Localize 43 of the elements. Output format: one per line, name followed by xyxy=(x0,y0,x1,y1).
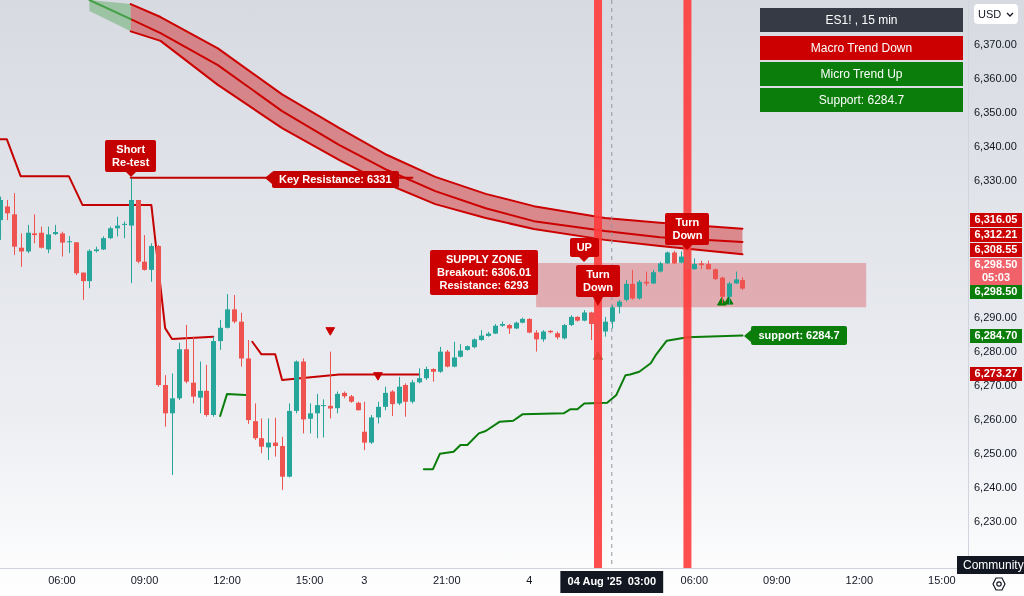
annotation: Community xyxy=(957,556,1024,574)
annotation: support: 6284.7 xyxy=(751,326,847,346)
y-tick-label: 6,230.00 xyxy=(974,515,1017,528)
y-tick-label: 6,260.00 xyxy=(974,412,1017,425)
y-tick-label: 6,240.00 xyxy=(974,480,1017,493)
annotation: Short Re-test xyxy=(105,140,157,173)
ref-line-label: 04 Aug '25 03:00 xyxy=(567,575,656,588)
text: 6,316.05 xyxy=(970,213,1022,227)
x-tick-label: 09:00 xyxy=(130,573,159,586)
info-box: Macro Trend Down xyxy=(760,36,963,60)
y-tick-label: 6,370.00 xyxy=(974,38,1017,51)
x-tick-label: 15:00 xyxy=(928,573,956,586)
text: 6,298.50 xyxy=(970,285,1022,299)
y-tick-label: 6,350.00 xyxy=(974,106,1017,119)
text: 6,298.50 05:03 xyxy=(970,258,1022,285)
annotation: Turn Down xyxy=(665,213,710,246)
x-tick-label: 15:00 xyxy=(295,573,324,586)
y-tick-label: 6,360.00 xyxy=(974,72,1017,85)
annotation: Turn Down xyxy=(576,264,620,297)
x-tick-label: 06:00 xyxy=(48,573,76,586)
header-box: ES1! , 15 min xyxy=(760,8,963,32)
x-tick-label: 3 xyxy=(361,573,368,586)
x-tick-label: 21:00 xyxy=(432,573,461,586)
x-tick-label: 09:00 xyxy=(763,573,791,586)
info-box: Support: 6284.7 xyxy=(760,88,963,112)
x-tick-label: 06:00 xyxy=(680,573,709,586)
y-tick-label: 6,270.00 xyxy=(974,378,1017,391)
x-tick-label: 4 xyxy=(526,573,533,586)
annotation: UP xyxy=(569,238,599,257)
y-tick-label: 6,330.00 xyxy=(974,174,1017,187)
text: USD xyxy=(978,8,1002,20)
annotation: SUPPLY ZONE Breakout: 6306.01 Resistance: 6293 xyxy=(430,250,539,295)
text: 6,312.21 xyxy=(970,228,1022,242)
info-box: Micro Trend Up xyxy=(760,62,963,86)
x-tick-label: 12:00 xyxy=(845,573,874,586)
y-tick-label: 6,340.00 xyxy=(974,140,1017,153)
text: 6,308.55 xyxy=(970,243,1022,257)
text: 6,284.70 xyxy=(970,329,1022,343)
x-tick-label: 12:00 xyxy=(213,573,241,586)
text: 6,273.27 xyxy=(970,367,1022,381)
y-tick-label: 6,280.00 xyxy=(974,344,1017,357)
y-tick-label: 6,290.00 xyxy=(974,310,1017,323)
y-tick-label: 6,250.00 xyxy=(974,446,1017,459)
